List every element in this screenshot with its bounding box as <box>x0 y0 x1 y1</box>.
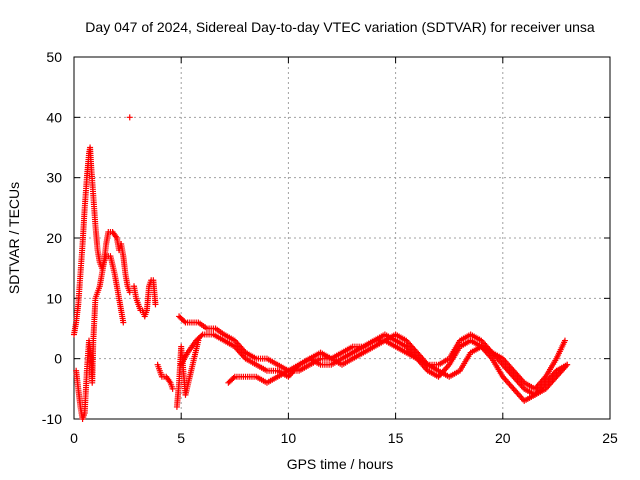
y-axis-label: SDTVAR / TECUs <box>6 182 22 294</box>
outlier-point <box>126 114 133 121</box>
y-tick-label: 0 <box>54 351 62 367</box>
y-tick-label: 20 <box>46 230 62 246</box>
track-b-point <box>126 289 133 296</box>
track-e-point <box>181 318 188 325</box>
track-c-point <box>152 301 159 308</box>
y-tick-label: 40 <box>46 109 62 125</box>
y-tick-label: 30 <box>46 170 62 186</box>
chart-title: Day 047 of 2024, Sidereal Day-to-day VTE… <box>85 19 595 35</box>
data-marks <box>71 114 571 422</box>
x-tick-label: 25 <box>602 430 618 446</box>
x-axis-label: GPS time / hours <box>287 456 394 472</box>
y-tick-label: -10 <box>42 411 62 427</box>
track-d-point <box>169 385 176 392</box>
track-a-point <box>120 319 127 326</box>
track-f-point <box>198 332 205 339</box>
x-tick-label: 5 <box>177 430 185 446</box>
x-tick-label: 0 <box>70 430 78 446</box>
track-g-point <box>561 337 568 344</box>
y-tick-label: 50 <box>46 49 62 65</box>
y-tick-label: 10 <box>46 290 62 306</box>
x-tick-label: 10 <box>281 430 297 446</box>
x-tick-label: 20 <box>495 430 511 446</box>
track-f-point <box>564 361 571 368</box>
axis-ticks: 0 5 10 15 20 25 -10 0 10 20 30 40 50 <box>42 49 618 446</box>
x-tick-label: 15 <box>388 430 404 446</box>
grid-lines <box>74 57 610 419</box>
track-h-point <box>195 337 202 344</box>
track-g-point <box>230 374 237 381</box>
